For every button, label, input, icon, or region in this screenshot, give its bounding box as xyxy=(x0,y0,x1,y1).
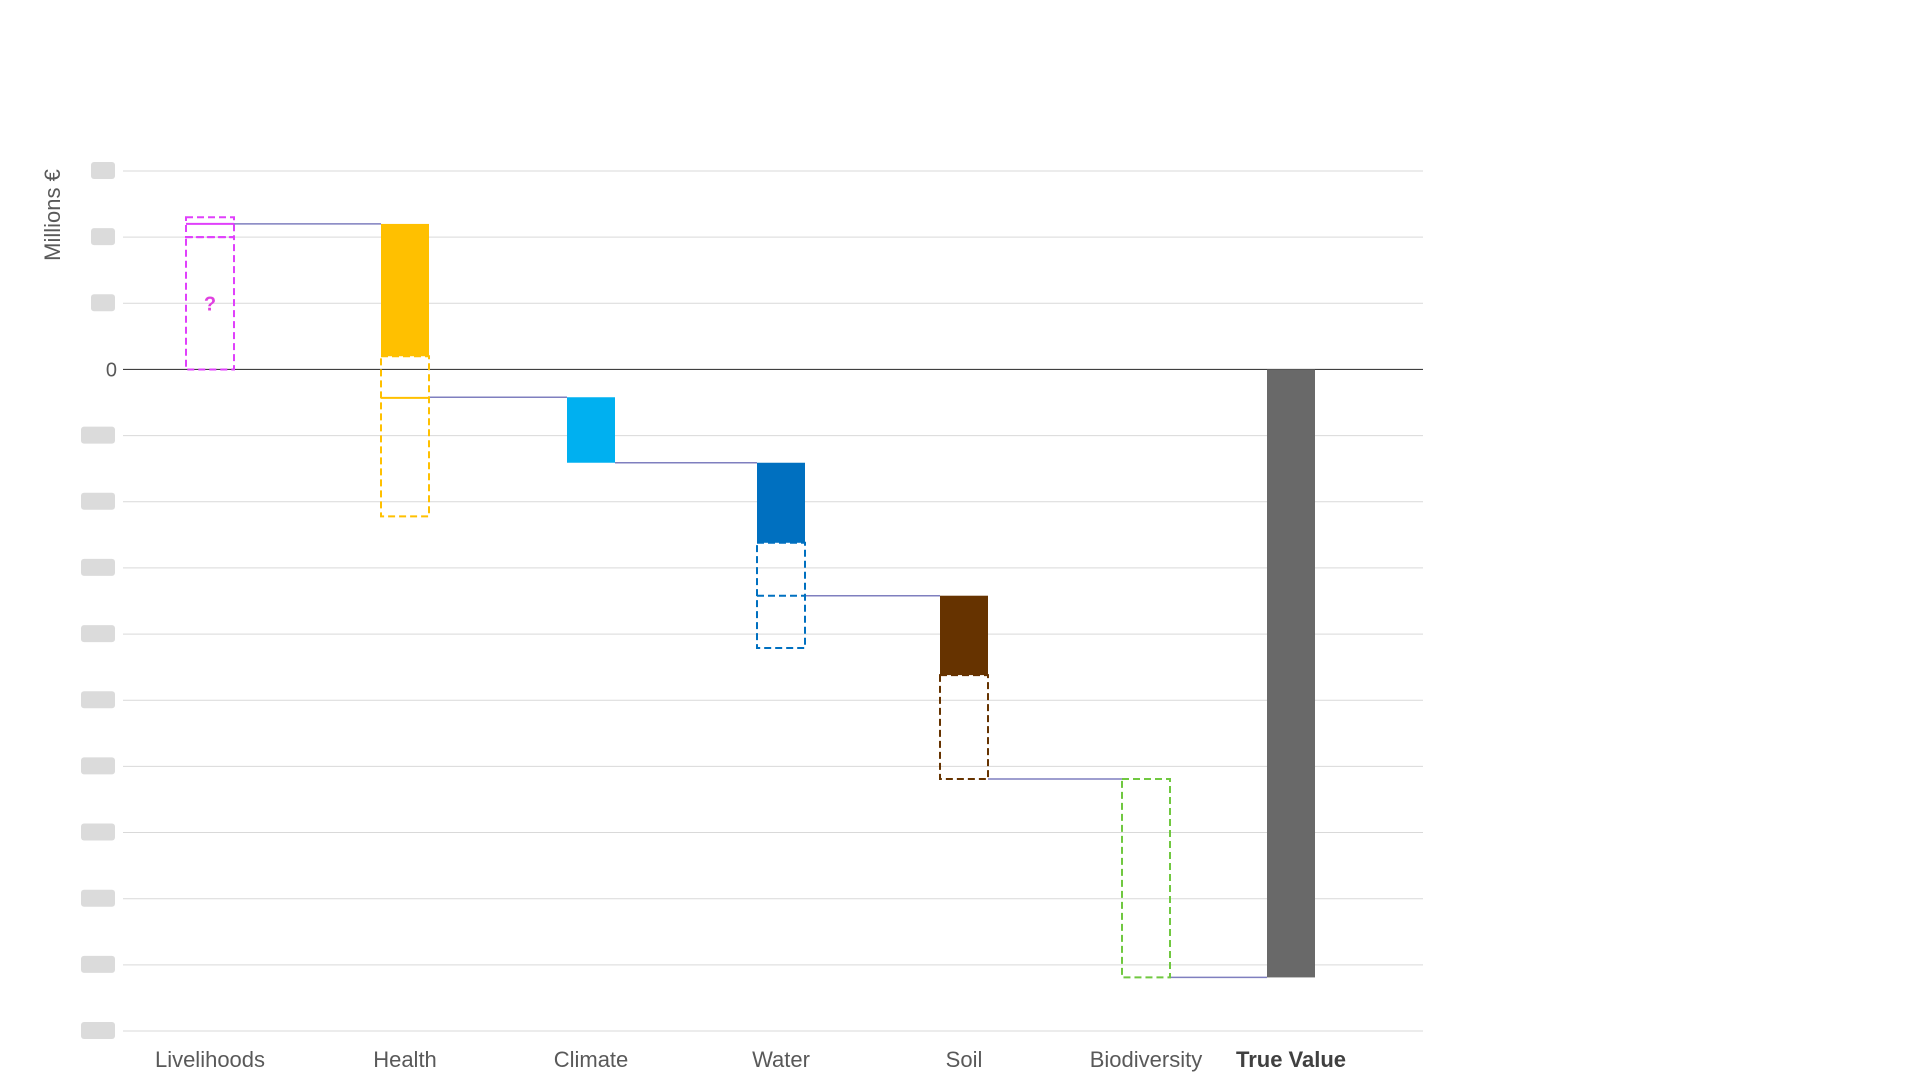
y-axis-label: Millions € xyxy=(40,169,65,261)
bar-water xyxy=(757,462,805,543)
y-tick-label-obscured xyxy=(81,426,115,444)
y-tick-label-obscured xyxy=(81,492,115,510)
dashed-range-biodiversity xyxy=(1121,777,1171,979)
category-labels: Livelihoods Health Climate Water Soil Biodive… xyxy=(155,1047,1346,1072)
y-tick-label-obscured xyxy=(91,294,115,312)
y-tick-label-obscured xyxy=(81,1022,115,1039)
y-tick-label-obscured xyxy=(81,955,115,973)
bar-health xyxy=(381,223,429,357)
annotation-livelihoods: ? xyxy=(204,293,216,315)
y-tick-label-obscured xyxy=(81,889,115,907)
y-tick-label-obscured xyxy=(81,691,115,709)
y-tick-label-obscured xyxy=(81,757,115,775)
y-tick-label-obscured xyxy=(81,823,115,841)
y-tick-label: 0 xyxy=(106,359,117,381)
y-tick-label-obscured xyxy=(81,558,115,576)
grid-layer xyxy=(123,170,1423,1032)
x-tick-label: Climate xyxy=(554,1047,629,1072)
connector-layer xyxy=(234,223,1267,979)
bar-layer: ? xyxy=(185,216,1315,979)
y-tick-label-obscured xyxy=(91,162,115,179)
x-tick-label: Water xyxy=(752,1047,810,1072)
x-tick-label: Livelihoods xyxy=(155,1047,265,1072)
bar-true-value xyxy=(1267,369,1315,978)
x-tick-label: Biodiversity xyxy=(1090,1047,1202,1072)
y-tick-label-obscured xyxy=(81,625,115,643)
dashed-range-health xyxy=(380,355,430,518)
x-tick-label: True Value xyxy=(1236,1047,1346,1072)
x-tick-label: Soil xyxy=(946,1047,983,1072)
dashed-range-soil xyxy=(939,674,989,780)
bar-climate xyxy=(567,397,615,463)
x-tick-label: Health xyxy=(373,1047,437,1072)
y-tick-labels: 0 xyxy=(81,162,117,1039)
bar-soil xyxy=(940,595,988,676)
y-tick-label-obscured xyxy=(91,228,115,246)
dashed-range-livelihoods xyxy=(185,216,235,239)
